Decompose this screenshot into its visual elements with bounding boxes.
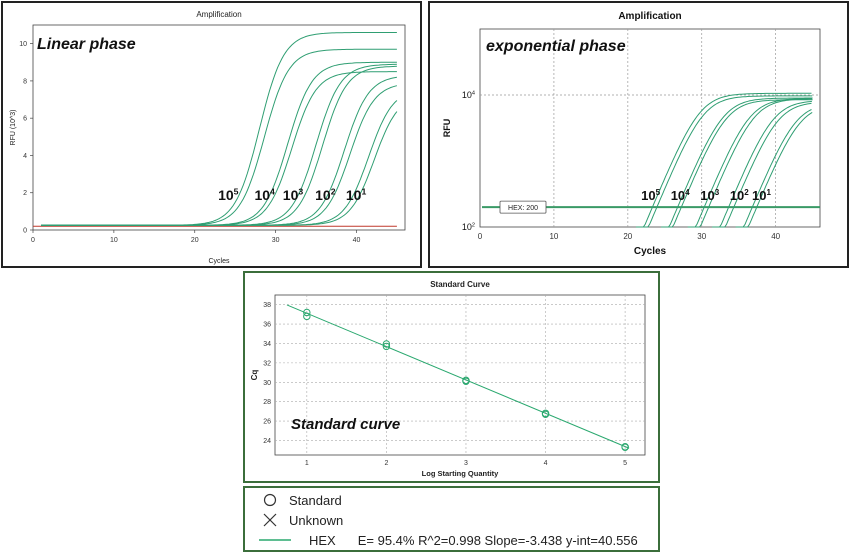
phase-annotation: Linear phase bbox=[37, 36, 136, 53]
amplification-curve-9 bbox=[41, 100, 398, 226]
standard-point-1 bbox=[303, 312, 311, 321]
threshold-tag-label: HEX: 200 bbox=[508, 205, 538, 212]
y-axis-label: RFU (10^3) bbox=[10, 110, 17, 146]
amplification-curve-7 bbox=[712, 100, 812, 228]
linear-amplification-chart: Amplification 0 10 20 30 40 0 2 4 6 8 10 Cycles RFU (… bbox=[10, 10, 406, 265]
x-tick-label: 5 bbox=[623, 460, 627, 467]
y-axis-label: RFU bbox=[442, 119, 452, 138]
line-swatch-icon bbox=[259, 532, 291, 548]
standard-point-6 bbox=[462, 376, 470, 385]
x-tick-label: 1 bbox=[305, 460, 309, 467]
standard-point-2 bbox=[303, 308, 311, 317]
y-tick-label: 102 bbox=[462, 222, 475, 232]
x-tick-label: 40 bbox=[353, 237, 361, 244]
amplification-curve-8 bbox=[717, 102, 812, 228]
plot-area bbox=[32, 24, 406, 231]
standard-point-8 bbox=[541, 409, 550, 418]
y-tick-label: 10 bbox=[19, 41, 27, 48]
y-tick-label: 0 bbox=[23, 228, 27, 235]
legend-item-hex: HEX E= 95.4% R^2=0.998 Slope=-3.438 y-in… bbox=[259, 530, 638, 550]
amplification-curve-6 bbox=[692, 98, 813, 228]
x-tick-label: 10 bbox=[110, 237, 118, 244]
amplification-curve-3 bbox=[661, 97, 813, 228]
circle-icon bbox=[259, 492, 281, 508]
concentration-label: 101 bbox=[346, 187, 367, 204]
concentration-label: 102 bbox=[315, 187, 336, 204]
y-tick-label: 104 bbox=[462, 90, 475, 100]
amplification-curve-1 bbox=[636, 92, 812, 228]
concentration-label: 105 bbox=[218, 187, 239, 204]
legend-label-hex: HEX bbox=[309, 532, 336, 548]
y-tick-label: 2 bbox=[23, 190, 27, 197]
standard-curve-panel: Standard Curve 1 2 3 4 5 24 26 28 30 32 34 36 38 Log S… bbox=[243, 271, 660, 483]
y-tick-label: 24 bbox=[263, 438, 271, 445]
x-tick-label: 10 bbox=[549, 232, 558, 241]
chart-legend: Standard Unknown HEX E= 95.4% R^2=0.998 … bbox=[243, 486, 660, 552]
concentration-label: 103 bbox=[700, 188, 719, 203]
x-tick-label: 30 bbox=[272, 237, 280, 244]
phase-annotation: exponential phase bbox=[486, 38, 626, 55]
x-axis-label: Log Starting Quantity bbox=[422, 469, 499, 478]
standard-point-3 bbox=[382, 342, 391, 351]
chart-title: Amplification bbox=[196, 10, 241, 19]
concentration-label: 102 bbox=[730, 188, 749, 203]
x-axis-label: Cycles bbox=[208, 258, 230, 265]
x-tick-label: 0 bbox=[478, 232, 483, 241]
x-axis-label: Cycles bbox=[634, 246, 667, 257]
y-axis-label: Cq bbox=[250, 370, 259, 381]
x-tick-label: 4 bbox=[544, 460, 548, 467]
amplification-curve-8 bbox=[41, 85, 398, 226]
standard-point-4 bbox=[382, 340, 391, 348]
y-tick-label: 6 bbox=[23, 116, 27, 123]
x-tick-label: 0 bbox=[31, 237, 35, 244]
y-tick-label: 8 bbox=[23, 78, 27, 85]
chart-title: Standard Curve bbox=[430, 280, 490, 289]
exponential-amplification-chart: Amplification 0 10 20 30 40 102 104 Cycles RFU exp… bbox=[442, 11, 821, 257]
cross-icon bbox=[259, 512, 281, 528]
legend-label-standard: Standard bbox=[289, 492, 342, 508]
plot-area bbox=[479, 28, 821, 228]
regression-line bbox=[286, 304, 630, 449]
y-tick-label: 28 bbox=[263, 399, 271, 406]
x-tick-label: 40 bbox=[771, 232, 780, 241]
x-tick-label: 20 bbox=[623, 232, 632, 241]
y-tick-label: 30 bbox=[263, 380, 271, 387]
legend-item-standard: Standard bbox=[259, 490, 342, 510]
concentration-label: 104 bbox=[671, 188, 690, 203]
chart-title: Amplification bbox=[618, 11, 681, 22]
y-tick-label: 32 bbox=[263, 360, 271, 367]
y-tick-label: 4 bbox=[23, 153, 27, 160]
threshold-tag bbox=[499, 200, 547, 214]
amplification-curve-5 bbox=[687, 98, 812, 228]
legend-stats: E= 95.4% R^2=0.998 Slope=-3.438 y-int=40… bbox=[357, 532, 638, 548]
amplification-curve-9 bbox=[735, 109, 812, 228]
y-tick-label: 36 bbox=[263, 322, 271, 329]
y-tick-label: 34 bbox=[263, 341, 271, 348]
concentration-label: 103 bbox=[283, 187, 304, 204]
standard-point-10 bbox=[621, 443, 629, 451]
amplification-curve-10 bbox=[740, 111, 813, 228]
x-tick-label: 3 bbox=[464, 460, 468, 467]
concentration-label: 104 bbox=[254, 187, 275, 204]
x-tick-label: 20 bbox=[191, 237, 199, 244]
legend-item-unknown: Unknown bbox=[259, 510, 343, 530]
curve-annotation: Standard curve bbox=[291, 416, 400, 433]
exponential-phase-panel: Amplification 0 10 20 30 40 102 104 Cycles RFU exp… bbox=[428, 1, 849, 268]
legend-label-unknown: Unknown bbox=[289, 512, 344, 528]
plot-area bbox=[274, 294, 646, 456]
y-tick-label: 38 bbox=[263, 302, 271, 309]
linear-phase-panel: Amplification 0 10 20 30 40 0 2 4 6 8 10 Cycles RFU (… bbox=[1, 1, 422, 268]
x-tick-label: 2 bbox=[384, 460, 388, 467]
amplification-curve-10 bbox=[41, 111, 398, 226]
amplification-curve-2 bbox=[640, 95, 813, 228]
x-tick-label: 30 bbox=[697, 232, 706, 241]
concentration-label: 105 bbox=[641, 188, 660, 203]
y-tick-label: 26 bbox=[263, 419, 271, 426]
concentration-label: 101 bbox=[752, 188, 771, 203]
